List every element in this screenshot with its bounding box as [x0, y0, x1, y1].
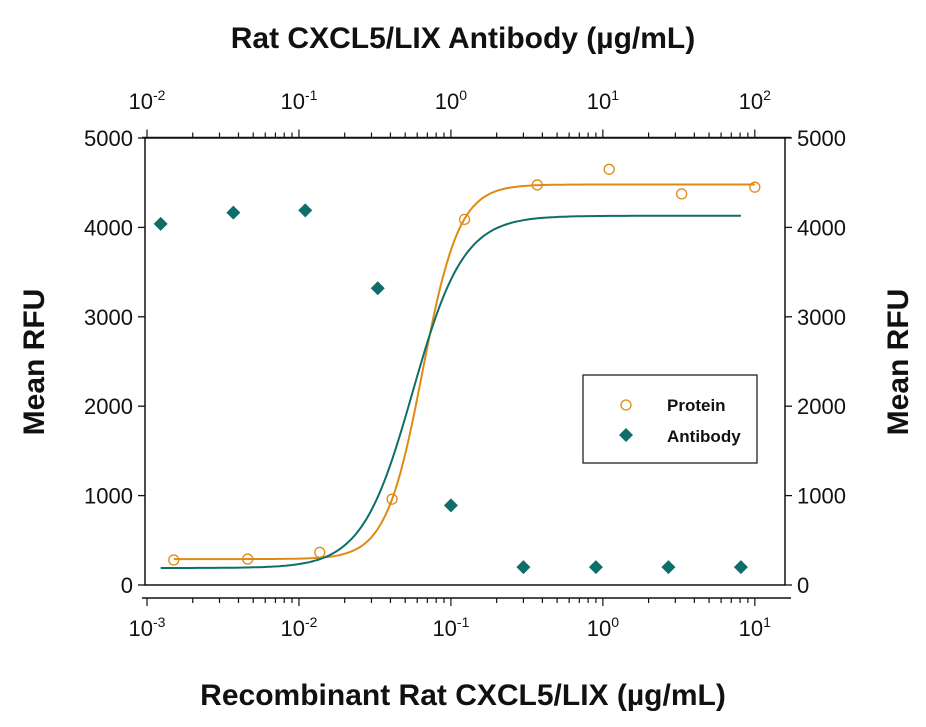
y-tick-label-left: 2000 [84, 394, 133, 419]
y-tick-label-left: 4000 [84, 215, 133, 240]
x-bottom-tick-label: 10-1 [432, 614, 469, 641]
legend-marker-protein [620, 399, 632, 411]
data-point-antibody [516, 560, 531, 575]
y-tick-label-right: 2000 [797, 394, 846, 419]
left-axis-title: Mean RFU [18, 289, 51, 436]
plot-frame [144, 137, 786, 586]
data-point-antibody [588, 560, 603, 575]
data-point-protein [458, 213, 471, 226]
data-point-antibody [298, 203, 313, 218]
x-top-tick-label: 101 [587, 87, 619, 114]
bottom-axis-title: Recombinant Rat CXCL5/LIX (µg/mL) [200, 679, 726, 712]
right-axis-title: Mean RFU [882, 289, 915, 436]
data-point-antibody [443, 498, 458, 513]
y-tick-label-left: 3000 [84, 305, 133, 330]
y-tick-label-right: 1000 [797, 484, 846, 509]
data-point-protein [531, 179, 543, 191]
y-tick-label-right: 5000 [797, 126, 846, 151]
x-bottom-tick-label: 10-2 [280, 614, 317, 641]
data-point-protein [386, 493, 398, 505]
legend-marker-antibody [619, 428, 633, 442]
y-tick-label-right: 0 [797, 573, 809, 598]
fit-curve-protein [173, 183, 755, 561]
y-tick-label-left: 1000 [84, 484, 133, 509]
y-tick-label-left: 0 [121, 573, 133, 598]
x-top-tick-label: 10-2 [129, 87, 166, 114]
y-tick-label-left: 5000 [84, 126, 133, 151]
top-axis-title: Rat CXCL5/LIX Antibody (µg/mL) [231, 22, 696, 55]
data-point-protein [242, 553, 254, 565]
legend-label-antibody: Antibody [667, 427, 741, 446]
x-top-tick-label: 102 [739, 87, 771, 114]
data-point-protein [749, 181, 761, 193]
x-bottom-tick-label: 101 [739, 614, 771, 641]
data-point-antibody [661, 560, 676, 575]
data-point-antibody [733, 560, 748, 575]
x-top-tick-label: 10-1 [280, 87, 317, 114]
data-point-protein [603, 163, 615, 175]
x-top-tick-label: 100 [435, 87, 467, 114]
x-bottom-tick-label: 100 [587, 614, 619, 641]
data-point-protein [314, 546, 326, 559]
legend: Protein Antibody [582, 374, 758, 464]
fit-curve-antibody [160, 214, 741, 569]
data-point-protein [676, 188, 688, 200]
legend-label-protein: Protein [667, 396, 726, 415]
data-point-antibody [226, 205, 241, 220]
legend-box [582, 374, 758, 464]
y-tick-label-right: 3000 [797, 305, 846, 330]
y-tick-label-right: 4000 [797, 215, 846, 240]
data-point-antibody [370, 281, 385, 296]
data-point-protein [168, 554, 180, 566]
data-point-antibody [153, 216, 168, 231]
x-bottom-tick-label: 10-3 [129, 614, 166, 641]
